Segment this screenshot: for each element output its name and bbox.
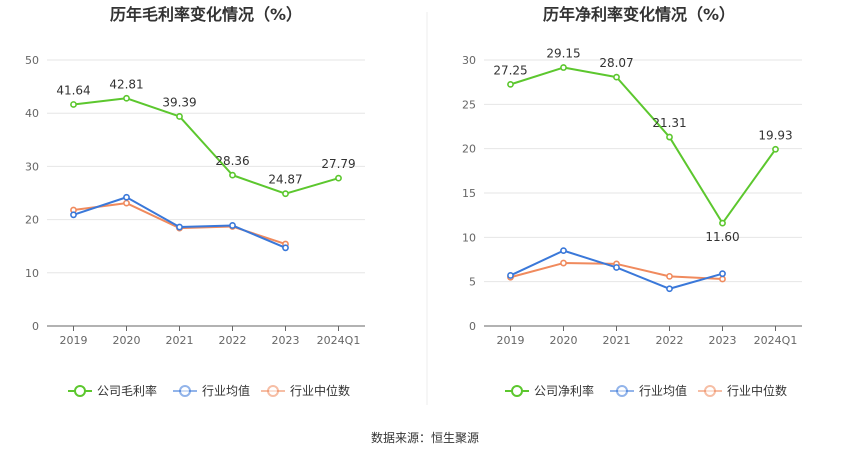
legend-label: 行业均值 bbox=[202, 383, 250, 398]
data-label: 11.60 bbox=[705, 230, 739, 244]
y-tick-label: 0 bbox=[469, 320, 476, 333]
data-source: 数据来源：恒生聚源 bbox=[371, 430, 479, 445]
x-tick-label: 2020 bbox=[550, 334, 578, 347]
data-point[interactable] bbox=[772, 145, 779, 153]
legend-marker bbox=[267, 385, 279, 397]
series-line bbox=[510, 66, 777, 225]
legend-item[interactable]: 公司毛利率 bbox=[68, 383, 157, 398]
x-tick-label: 2024Q1 bbox=[317, 334, 361, 347]
data-point[interactable] bbox=[282, 190, 289, 198]
y-tick-label: 30 bbox=[25, 160, 39, 173]
gross-margin-chart: 历年毛利率变化情况（%） 0 10 20 30 40 50 2019 2020 2021 2022 2… bbox=[25, 5, 365, 398]
data-point[interactable] bbox=[123, 199, 130, 207]
y-tick-label: 0 bbox=[32, 320, 39, 333]
data-label: 27.25 bbox=[493, 63, 527, 77]
data-label: 28.07 bbox=[599, 56, 633, 70]
y-tick-label: 10 bbox=[462, 231, 476, 244]
data-point[interactable] bbox=[123, 193, 130, 201]
data-point[interactable] bbox=[666, 272, 673, 280]
legend-label: 行业中位数 bbox=[727, 383, 787, 398]
chart-title: 历年毛利率变化情况（%） bbox=[110, 5, 302, 24]
data-point[interactable] bbox=[719, 219, 726, 227]
y-tick-label: 5 bbox=[469, 276, 476, 289]
data-point[interactable] bbox=[335, 174, 342, 182]
x-tick-label: 2022 bbox=[656, 334, 684, 347]
net-margin-chart: 历年净利率变化情况（%） 0 5 10 15 20 25 30 2019 2020 2021 2022… bbox=[462, 5, 802, 398]
data-point[interactable] bbox=[229, 171, 236, 179]
legend-item[interactable]: 行业中位数 bbox=[698, 383, 787, 398]
data-point[interactable] bbox=[282, 244, 289, 252]
x-tick-label: 2023 bbox=[272, 334, 300, 347]
data-label: 21.31 bbox=[652, 116, 686, 130]
legend-marker bbox=[704, 385, 716, 397]
legend-item[interactable]: 公司净利率 bbox=[505, 383, 594, 398]
data-point[interactable] bbox=[560, 259, 567, 267]
legend-marker bbox=[511, 385, 523, 397]
data-point[interactable] bbox=[666, 133, 673, 141]
y-tick-label: 20 bbox=[462, 143, 476, 156]
legend-marker bbox=[74, 385, 86, 397]
data-point[interactable] bbox=[560, 64, 567, 71]
x-tick-label: 2020 bbox=[113, 334, 141, 347]
data-label: 19.93 bbox=[758, 128, 792, 142]
y-tick-label: 10 bbox=[25, 267, 39, 280]
data-point[interactable] bbox=[560, 247, 567, 255]
legend-marker bbox=[616, 385, 628, 397]
data-point[interactable] bbox=[719, 275, 726, 283]
y-tick-label: 40 bbox=[25, 107, 39, 120]
data-label: 24.87 bbox=[268, 173, 302, 187]
legend-label: 行业中位数 bbox=[290, 383, 350, 398]
data-point[interactable] bbox=[613, 264, 620, 271]
x-tick-label: 2022 bbox=[219, 334, 247, 347]
data-point[interactable] bbox=[613, 73, 620, 81]
data-label: 39.39 bbox=[162, 95, 196, 109]
series-line bbox=[73, 97, 339, 195]
data-label: 28.36 bbox=[215, 154, 249, 168]
x-tick-label: 2024Q1 bbox=[754, 334, 798, 347]
data-point[interactable] bbox=[123, 94, 130, 102]
data-point[interactable] bbox=[176, 223, 183, 231]
data-label: 42.81 bbox=[109, 77, 143, 91]
x-tick-label: 2019 bbox=[497, 334, 525, 347]
y-tick-label: 20 bbox=[25, 214, 39, 227]
x-tick-label: 2021 bbox=[603, 334, 631, 347]
x-tick-label: 2021 bbox=[166, 334, 194, 347]
data-point[interactable] bbox=[229, 222, 236, 229]
data-point[interactable] bbox=[70, 101, 77, 108]
legend-label: 公司净利率 bbox=[534, 383, 594, 398]
y-tick-label: 25 bbox=[462, 98, 476, 111]
legend-item[interactable]: 行业中位数 bbox=[261, 383, 350, 398]
data-point[interactable] bbox=[666, 285, 673, 293]
data-point[interactable] bbox=[719, 270, 726, 278]
series-line bbox=[73, 196, 286, 249]
data-label: 27.79 bbox=[321, 157, 355, 171]
legend-marker bbox=[179, 385, 191, 397]
data-point[interactable] bbox=[176, 113, 183, 120]
data-label: 41.64 bbox=[56, 83, 90, 97]
legend-label: 公司毛利率 bbox=[97, 383, 157, 398]
y-tick-label: 30 bbox=[462, 54, 476, 67]
data-point[interactable] bbox=[507, 272, 514, 279]
y-tick-label: 15 bbox=[462, 187, 476, 200]
series-line bbox=[73, 202, 286, 246]
chart-title: 历年净利率变化情况（%） bbox=[543, 5, 735, 24]
data-point[interactable] bbox=[70, 211, 77, 219]
legend-label: 行业均值 bbox=[639, 383, 687, 398]
x-tick-label: 2019 bbox=[60, 334, 88, 347]
y-tick-label: 50 bbox=[25, 54, 39, 67]
legend-item[interactable]: 行业均值 bbox=[173, 383, 250, 398]
legend-item[interactable]: 行业均值 bbox=[610, 383, 687, 398]
data-label: 29.15 bbox=[546, 47, 580, 61]
x-tick-label: 2023 bbox=[709, 334, 737, 347]
data-point[interactable] bbox=[507, 80, 514, 88]
